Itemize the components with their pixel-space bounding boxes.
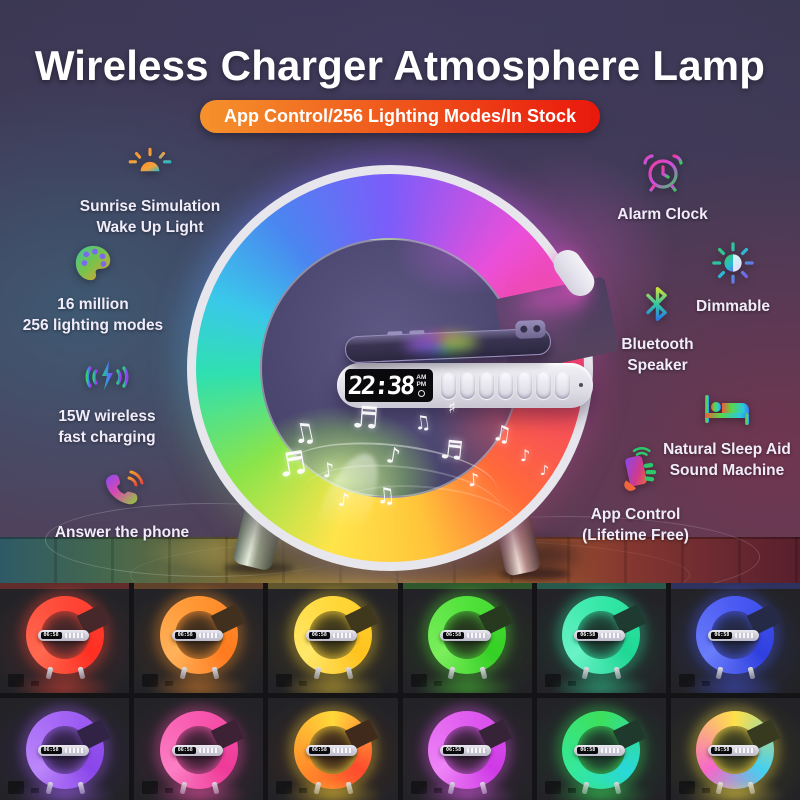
feature-line: 256 lighting modes <box>22 316 164 334</box>
device-button <box>517 372 532 399</box>
feature-line: Speaker <box>627 356 688 374</box>
feature-line: Sound Machine <box>669 461 785 479</box>
music-note: ♫ <box>412 410 433 436</box>
device-button <box>441 372 456 399</box>
g-shaped-lamp: 22:38 AM PM <box>185 163 620 573</box>
variant-thumbnail-magenta: 06:58 <box>402 698 532 800</box>
sleep-aid-icon <box>638 391 800 435</box>
device-button <box>536 372 551 399</box>
dimmable-icon <box>666 240 800 292</box>
music-note: ♪ <box>336 489 351 512</box>
mini-clock: 06:58 <box>443 632 465 639</box>
feature-item-dimmable: Dimmable <box>666 240 800 318</box>
device-button <box>498 372 513 399</box>
clock-display: 22:38 AM PM <box>345 369 433 402</box>
pm-label: PM <box>416 381 427 388</box>
music-note: ♬ <box>438 434 465 468</box>
feature-line: Bluetooth <box>621 336 694 354</box>
variant-thumbnail-orange: 06:58 <box>134 583 264 693</box>
clock-speaker-housing: 22:38 AM PM <box>337 363 593 408</box>
mini-clock: 06:58 <box>443 747 465 754</box>
music-note: ♯ <box>448 398 456 417</box>
clock-time: 22:38 <box>346 371 415 400</box>
variant-thumbnail-rainbow: 06:58 <box>670 698 800 800</box>
music-note: ♫ <box>490 420 514 449</box>
device-button <box>555 372 570 399</box>
mini-clock: 06:58 <box>174 747 196 754</box>
wireless-charging-icon <box>12 358 202 402</box>
white-frame-ring <box>187 165 593 571</box>
variant-thumbnail-sunset-multi: 06:58 <box>268 698 398 800</box>
feature-line: App Control <box>590 506 681 524</box>
phone-side-button <box>409 330 425 335</box>
alarm-clock-icon <box>595 150 730 200</box>
phone-call-icon <box>22 468 222 518</box>
mini-clock: 06:58 <box>40 747 62 754</box>
feature-line: Natural Sleep Aid <box>663 441 791 459</box>
mini-clock: 06:58 <box>40 632 62 639</box>
variant-thumbnail-green: 06:58 <box>402 583 532 693</box>
feature-item-alarm-clock: Alarm Clock <box>595 150 730 226</box>
feature-item-sunrise: Sunrise Simulation Wake Up Light <box>40 146 260 238</box>
music-note: ♫ <box>374 483 397 510</box>
variant-thumbnail-aurora: 06:58 <box>536 698 666 800</box>
variant-thumbnail-blue: 06:58 <box>670 583 800 693</box>
promo-badge: App Control/256 Lighting Modes/In Stock <box>199 100 601 133</box>
variant-thumbnail-mint-green: 06:58 <box>536 583 666 693</box>
mini-clock: 06:58 <box>577 632 599 639</box>
am-label: AM <box>416 373 427 381</box>
hero-photo: 22:38 AM PM <box>0 0 800 583</box>
feature-line: Answer the phone <box>54 524 190 542</box>
music-note: ♪ <box>320 457 336 483</box>
music-note: ♪ <box>539 462 550 480</box>
palette-icon <box>0 242 186 290</box>
mini-clock: 06:58 <box>308 632 330 639</box>
variant-thumbnail-red: 06:58 <box>0 583 130 693</box>
mini-clock: 06:58 <box>308 747 330 754</box>
feature-item-bluetooth-speaker: Bluetooth Speaker <box>585 284 730 376</box>
sunrise-icon <box>40 146 260 192</box>
variant-thumbnail-pink: 06:58 <box>134 698 264 800</box>
music-note: ♬ <box>274 442 310 486</box>
feature-item-fast-charging: 15W wireless fast charging <box>12 358 202 448</box>
feature-line: Sunrise Simulation <box>79 198 221 216</box>
bluetooth-icon <box>585 284 730 330</box>
mini-clock: 06:58 <box>711 632 733 639</box>
variant-thumbnail-purple: 06:58 <box>0 698 130 800</box>
music-note: ♪ <box>467 469 481 492</box>
feature-item-app-control: App Control (Lifetime Free) <box>553 446 718 546</box>
mini-clock: 06:58 <box>174 632 196 639</box>
music-note: ♪ <box>520 446 531 465</box>
phone-camera <box>514 319 546 340</box>
variant-grid: 06:58 06:58 06:58 06:58 06:58 06:58 06:5… <box>0 583 800 800</box>
feature-line: Dimmable <box>695 298 771 316</box>
mini-clock: 06:58 <box>577 747 599 754</box>
feature-item-sleep-aid: Natural Sleep Aid Sound Machine <box>638 391 800 481</box>
mini-clock: 06:58 <box>711 747 733 754</box>
device-button <box>460 372 475 399</box>
feature-item-answer-phone: Answer the phone <box>22 468 222 544</box>
variant-thumbnail-yellow: 06:58 <box>268 583 398 693</box>
alarm-indicator-icon <box>417 389 425 397</box>
feature-line: Wake Up Light <box>96 218 204 236</box>
feature-item-lighting-modes: 16 million 256 lighting modes <box>0 242 186 336</box>
phone-side-button <box>387 330 403 336</box>
feature-line: (Lifetime Free) <box>582 526 689 544</box>
speaker-buttons <box>441 372 570 399</box>
music-note: ♬ <box>350 400 381 437</box>
mic-hole <box>579 383 583 387</box>
feature-line: Alarm Clock <box>617 206 708 224</box>
page-title: Wireless Charger Atmosphere Lamp <box>34 42 766 89</box>
feature-line: 16 million <box>57 296 129 314</box>
screen-reflection <box>403 332 479 354</box>
feature-line: 15W wireless <box>58 408 156 426</box>
meridiem-labels: AM PM <box>416 373 427 397</box>
feature-line: fast charging <box>58 428 156 446</box>
device-button <box>479 372 494 399</box>
app-control-icon <box>553 446 718 500</box>
